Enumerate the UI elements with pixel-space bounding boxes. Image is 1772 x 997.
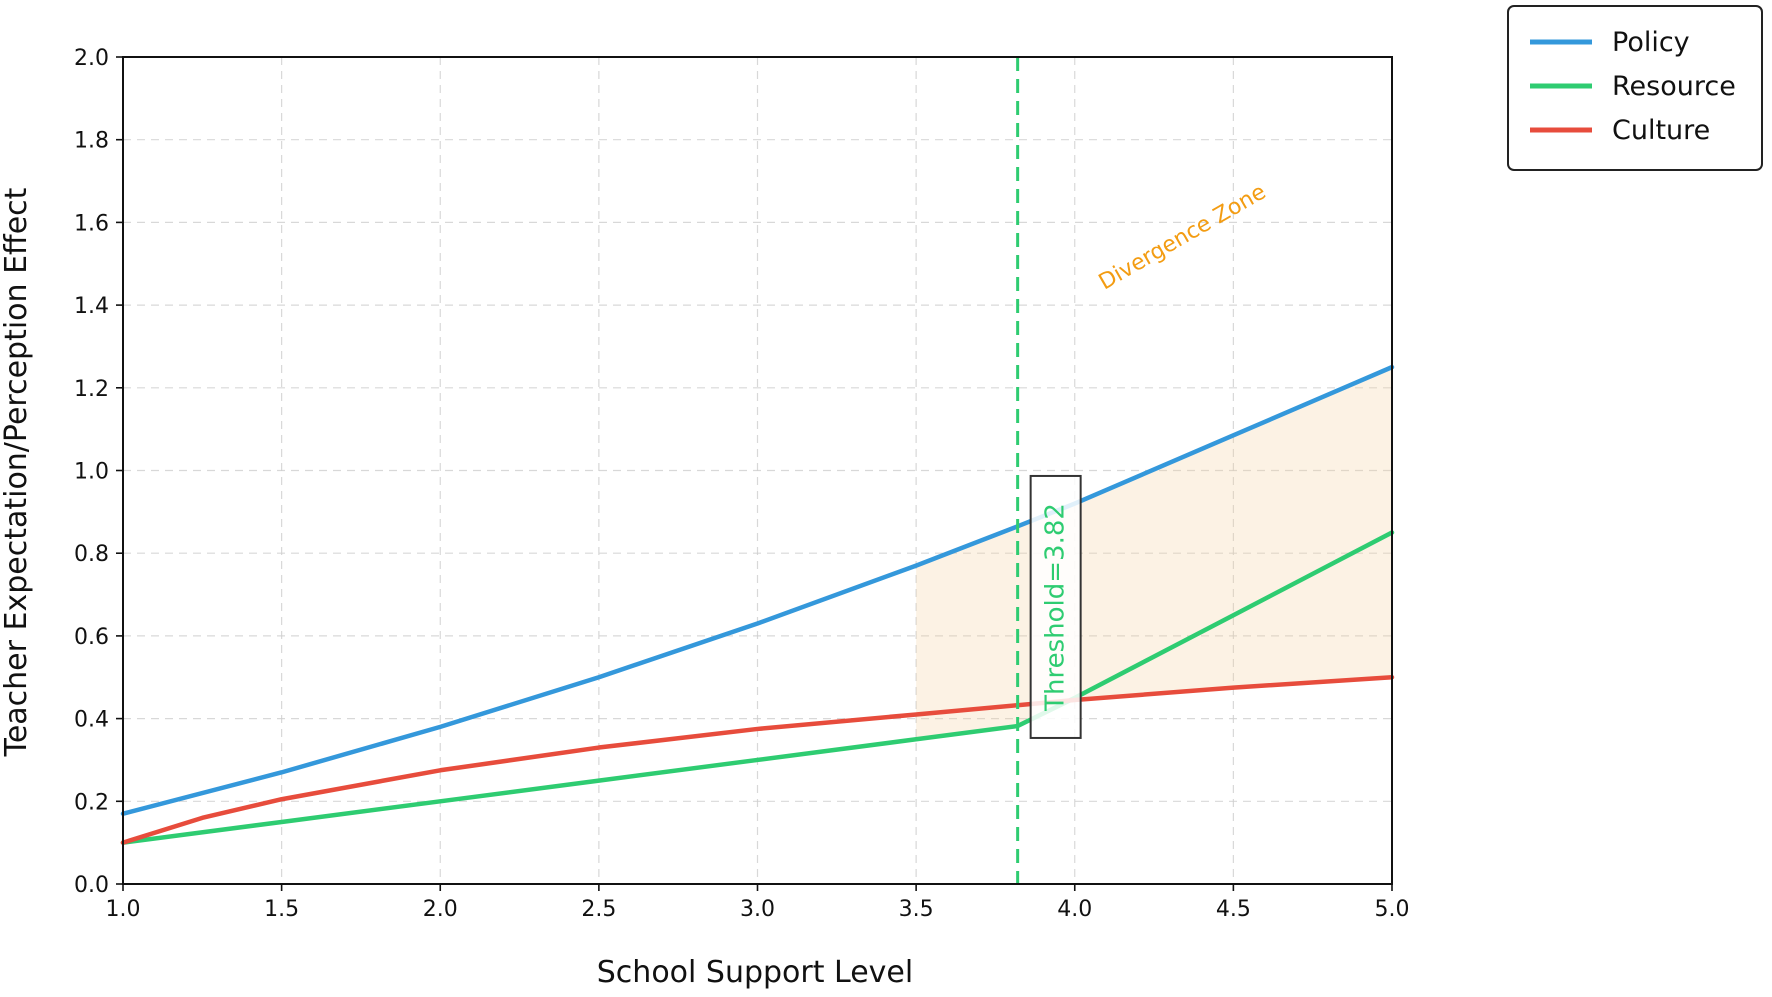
series-line-resource xyxy=(120,530,1395,845)
legend-label-resource: Resource xyxy=(1612,71,1736,102)
threshold-label: Threshold=3.82 xyxy=(1041,503,1071,712)
y-tick-label: 0.0 xyxy=(74,873,109,898)
x-tick-label: 4.5 xyxy=(1216,897,1251,922)
divergence-zone-label: Divergence Zone xyxy=(1095,180,1271,296)
y-tick-label: 1.6 xyxy=(74,211,109,236)
x-tick-label: 1.0 xyxy=(106,897,141,922)
tick-labels: 1.0 1.5 2.0 2.5 3.0 3.5 4.0 4.5 5.0 0.0 0.2 0.4 0.6 0… xyxy=(74,46,1410,922)
x-tick-label: 3.0 xyxy=(740,897,775,922)
x-tick-label: 4.0 xyxy=(1057,897,1092,922)
y-axis-title: Teacher Expectation/Perception Effect xyxy=(0,187,34,757)
y-tick-label: 1.2 xyxy=(74,377,109,402)
legend: Policy Resource Culture xyxy=(1507,5,1763,171)
series-line-policy xyxy=(120,364,1395,816)
y-tick-label: 1.4 xyxy=(74,294,109,319)
y-tick-label: 0.2 xyxy=(74,790,109,815)
y-tick-label: 0.8 xyxy=(74,542,109,567)
threshold-marker: Threshold=3.82 xyxy=(1016,57,1082,884)
threshold-label-box xyxy=(1029,474,1082,739)
x-tick-label: 2.5 xyxy=(581,897,616,922)
x-tick-label: 2.0 xyxy=(423,897,458,922)
x-tick-label: 3.5 xyxy=(899,897,934,922)
legend-label-culture: Culture xyxy=(1612,115,1710,146)
series-lines xyxy=(120,364,1395,845)
series-line-culture xyxy=(120,675,1395,845)
legend-label-policy: Policy xyxy=(1612,27,1690,58)
y-tick-label: 2.0 xyxy=(74,46,109,71)
x-tick-label: 5.0 xyxy=(1375,897,1410,922)
grid-lines xyxy=(123,57,1392,884)
y-tick-label: 0.4 xyxy=(74,708,109,733)
x-axis-title: School Support Level xyxy=(597,955,913,990)
y-tick-label: 1.8 xyxy=(74,129,109,154)
x-tick-label: 1.5 xyxy=(264,897,299,922)
y-tick-label: 0.6 xyxy=(74,625,109,650)
y-tick-label: 1.0 xyxy=(74,460,109,485)
